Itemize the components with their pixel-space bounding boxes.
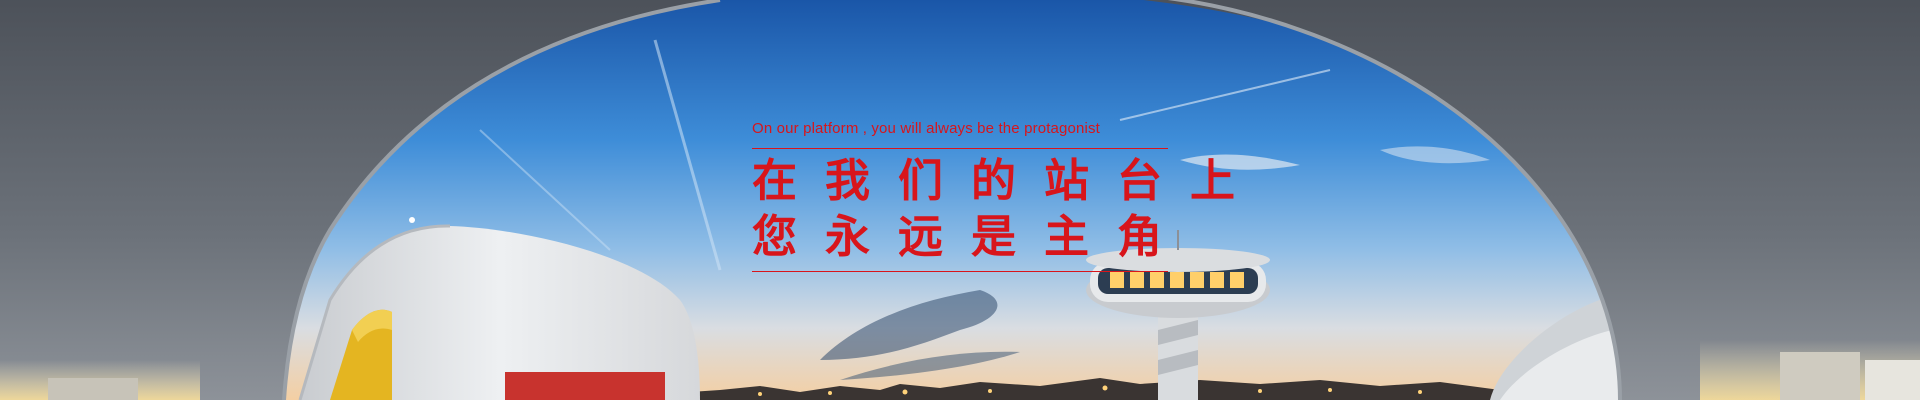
divider-bottom (752, 271, 1168, 272)
headline-line-2: 您永远是主角 (752, 210, 1191, 263)
banner-caption: On our platform , you will always be the… (752, 118, 1264, 272)
divider-top (752, 148, 1168, 149)
headline-line-1: 在我们的站台上 (752, 154, 1264, 207)
tagline-english: On our platform , you will always be the… (752, 120, 1100, 137)
